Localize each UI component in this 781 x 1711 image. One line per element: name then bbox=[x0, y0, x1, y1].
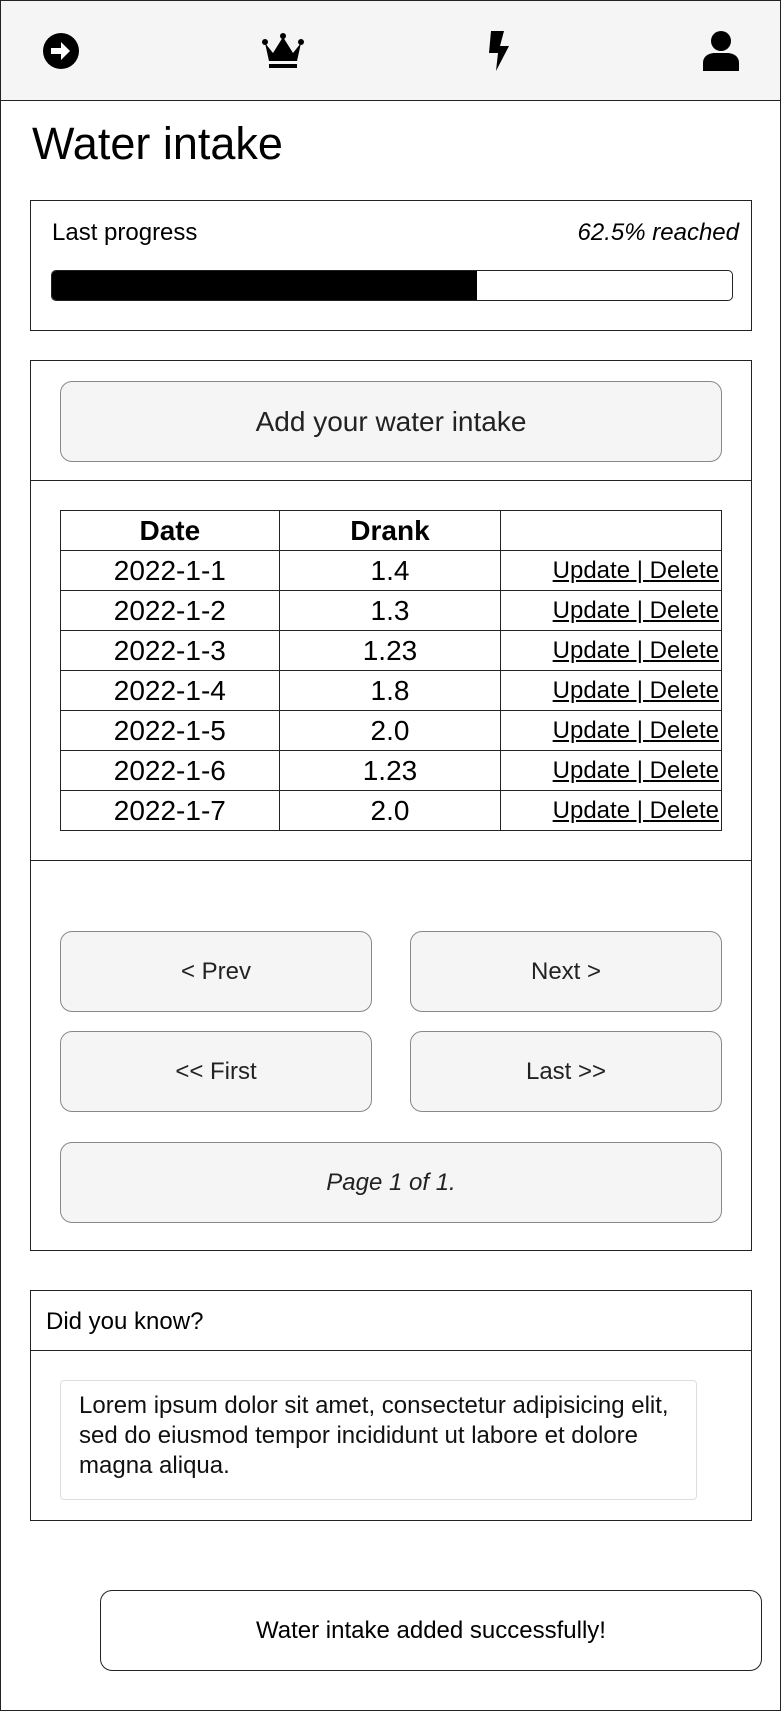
cell-drank: 1.23 bbox=[278, 750, 502, 791]
cell-actions: Update | Delete bbox=[500, 630, 722, 671]
cell-date: 2022-1-2 bbox=[60, 590, 280, 631]
table-row: 2022-1-4 1.8 Update | Delete bbox=[60, 670, 722, 711]
action-separator: | bbox=[630, 596, 650, 624]
intake-table-container: Date Drank 2022-1-1 1.4 Update | Delete 202… bbox=[60, 510, 722, 831]
divider bbox=[31, 480, 751, 481]
update-link[interactable]: Update bbox=[552, 636, 631, 664]
update-link[interactable]: Update bbox=[552, 556, 631, 584]
action-separator: | bbox=[630, 756, 650, 784]
column-header-actions bbox=[500, 510, 722, 551]
delete-link[interactable]: Delete bbox=[649, 596, 719, 624]
tip-body: Lorem ipsum dolor sit amet, consectetur … bbox=[60, 1380, 697, 1500]
user-icon[interactable] bbox=[699, 29, 743, 73]
table-row: 2022-1-2 1.3 Update | Delete bbox=[60, 590, 722, 631]
delete-link[interactable]: Delete bbox=[649, 796, 719, 824]
progress-label: Last progress bbox=[52, 219, 198, 246]
did-you-know-card: Did you know? Lorem ipsum dolor sit amet… bbox=[30, 1290, 752, 1521]
cell-drank: 1.3 bbox=[278, 590, 502, 631]
column-header-drank: Drank bbox=[278, 510, 502, 551]
first-page-button[interactable]: << First bbox=[60, 1031, 372, 1112]
next-page-button[interactable]: Next > bbox=[410, 931, 722, 1012]
table-row: 2022-1-5 2.0 Update | Delete bbox=[60, 710, 722, 751]
cell-drank: 1.4 bbox=[278, 550, 502, 591]
progress-bar bbox=[51, 270, 733, 301]
cell-actions: Update | Delete bbox=[500, 670, 722, 711]
page-title: Water intake bbox=[32, 118, 283, 169]
table-row: 2022-1-6 1.23 Update | Delete bbox=[60, 750, 722, 791]
update-link[interactable]: Update bbox=[552, 596, 631, 624]
delete-link[interactable]: Delete bbox=[649, 636, 719, 664]
divider bbox=[31, 1350, 751, 1351]
cell-actions: Update | Delete bbox=[500, 710, 722, 751]
cell-date: 2022-1-7 bbox=[60, 790, 280, 831]
action-separator: | bbox=[630, 716, 650, 744]
success-toast: Water intake added successfully! bbox=[100, 1590, 762, 1671]
progress-reached-text: 62.5% reached bbox=[577, 219, 739, 246]
action-separator: | bbox=[630, 636, 650, 664]
cell-date: 2022-1-4 bbox=[60, 670, 280, 711]
crown-icon[interactable] bbox=[261, 29, 305, 73]
prev-page-button[interactable]: < Prev bbox=[60, 931, 372, 1012]
table-row: 2022-1-7 2.0 Update | Delete bbox=[60, 790, 722, 831]
progress-card: Last progress 62.5% reached bbox=[30, 200, 752, 331]
add-water-intake-button[interactable]: Add your water intake bbox=[60, 381, 722, 462]
arrow-right-circle-icon[interactable] bbox=[39, 29, 83, 73]
action-separator: | bbox=[630, 796, 650, 824]
cell-drank: 1.23 bbox=[278, 630, 502, 671]
cell-date: 2022-1-6 bbox=[60, 750, 280, 791]
cell-drank: 2.0 bbox=[278, 790, 502, 831]
delete-link[interactable]: Delete bbox=[649, 716, 719, 744]
action-separator: | bbox=[630, 676, 650, 704]
cell-drank: 2.0 bbox=[278, 710, 502, 751]
column-header-date: Date bbox=[60, 510, 280, 551]
delete-link[interactable]: Delete bbox=[649, 556, 719, 584]
table-row: 2022-1-1 1.4 Update | Delete bbox=[60, 550, 722, 591]
top-navbar bbox=[0, 0, 781, 101]
update-link[interactable]: Update bbox=[552, 716, 631, 744]
update-link[interactable]: Update bbox=[552, 796, 631, 824]
tip-title: Did you know? bbox=[46, 1308, 204, 1335]
cell-actions: Update | Delete bbox=[500, 590, 722, 631]
delete-link[interactable]: Delete bbox=[649, 676, 719, 704]
update-link[interactable]: Update bbox=[552, 676, 631, 704]
cell-drank: 1.8 bbox=[278, 670, 502, 711]
cell-actions: Update | Delete bbox=[500, 790, 722, 831]
delete-link[interactable]: Delete bbox=[649, 756, 719, 784]
table-header-row: Date Drank bbox=[60, 510, 722, 551]
lightning-bolt-icon[interactable] bbox=[478, 29, 522, 73]
divider bbox=[31, 860, 751, 861]
cell-actions: Update | Delete bbox=[500, 550, 722, 591]
last-page-button[interactable]: Last >> bbox=[410, 1031, 722, 1112]
cell-date: 2022-1-3 bbox=[60, 630, 280, 671]
table-row: 2022-1-3 1.23 Update | Delete bbox=[60, 630, 722, 671]
page-indicator: Page 1 of 1. bbox=[60, 1142, 722, 1223]
action-separator: | bbox=[630, 556, 650, 584]
cell-date: 2022-1-1 bbox=[60, 550, 280, 591]
cell-date: 2022-1-5 bbox=[60, 710, 280, 751]
progress-bar-fill bbox=[52, 271, 477, 300]
update-link[interactable]: Update bbox=[552, 756, 631, 784]
intake-panel: Add your water intake Date Drank 2022-1-… bbox=[30, 360, 752, 1251]
cell-actions: Update | Delete bbox=[500, 750, 722, 791]
table-body: 2022-1-1 1.4 Update | Delete 2022-1-2 1.3 Upd… bbox=[60, 550, 722, 831]
intake-table: Date Drank 2022-1-1 1.4 Update | Delete 202… bbox=[60, 510, 722, 831]
